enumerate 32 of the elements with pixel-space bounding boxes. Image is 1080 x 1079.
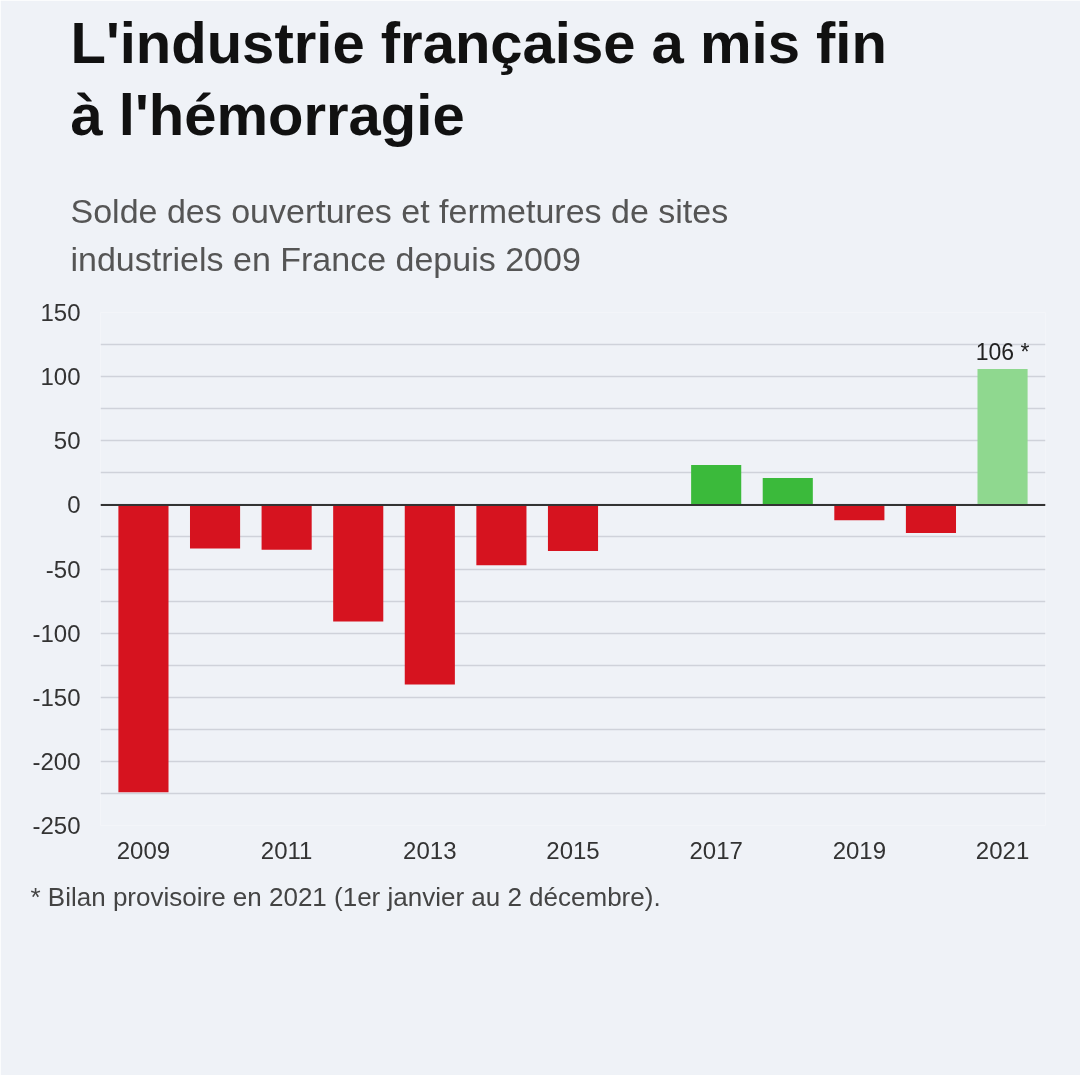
chart-subtitle: Solde des ouvertures et fermetures de sites industriels en France depuis 2009	[70, 192, 729, 278]
y-tick-label: 100	[40, 363, 81, 391]
data-label: 106 *	[975, 338, 1030, 365]
x-tick-label: 2015	[546, 836, 600, 864]
bar	[404, 504, 455, 685]
chart-title: L'industrie française a mis fin à l'hémorragie	[70, 9, 887, 148]
y-tick-label: -200	[32, 747, 81, 775]
x-tick-label: 2019	[832, 836, 887, 864]
x-tick-label: 2021	[975, 836, 1030, 864]
y-tick-label: 0	[67, 491, 81, 519]
bar	[189, 504, 241, 549]
x-tick-label: 2013	[403, 836, 457, 864]
bar	[547, 504, 599, 552]
bar	[333, 504, 384, 622]
bar	[476, 504, 527, 566]
bar	[118, 504, 169, 793]
y-tick-label: 150	[40, 299, 81, 326]
bar	[261, 504, 312, 550]
x-tick-label: 2009	[116, 836, 171, 864]
y-tick-label: -100	[32, 619, 81, 647]
text: * Bilan provisoire en 2021 (1er janvier au 2 décembre).	[30, 881, 661, 912]
y-tick-label: 50	[53, 427, 81, 455]
x-tick-label: 2011	[260, 836, 313, 864]
y-tick-label: -150	[32, 683, 81, 711]
bar	[762, 477, 813, 505]
y-tick-label: -250	[32, 812, 81, 839]
y-tick-label: -50	[45, 555, 81, 583]
bar	[977, 368, 1028, 505]
bar	[834, 504, 885, 521]
bar	[905, 504, 957, 534]
bar	[691, 465, 742, 505]
x-tick-label: 2017	[689, 836, 743, 864]
